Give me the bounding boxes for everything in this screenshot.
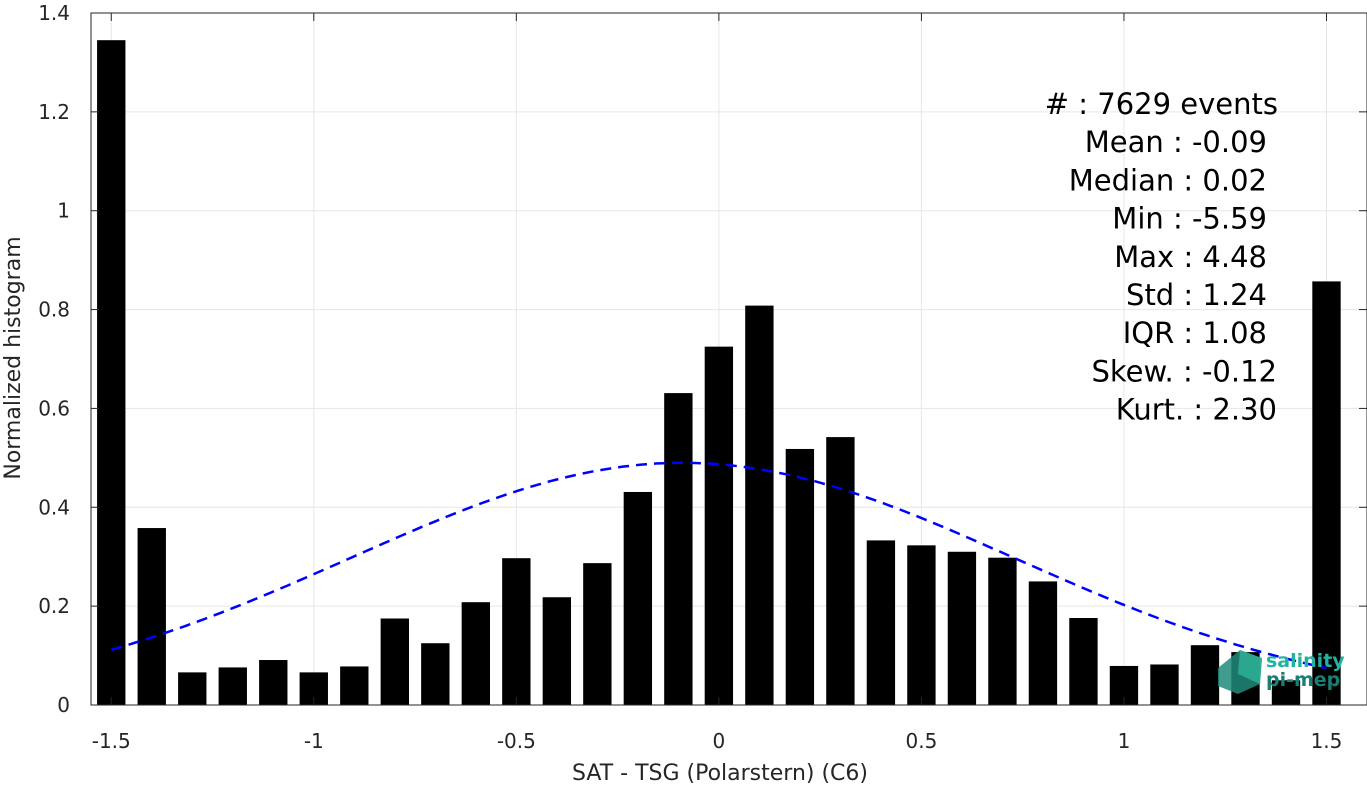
logo-cube-face-icon — [1238, 650, 1262, 684]
histogram-bar — [461, 602, 491, 705]
histogram-bar — [1271, 680, 1301, 705]
grid-lines — [91, 12, 1367, 706]
stat-line: Kurt. : 2.30 — [1116, 393, 1277, 427]
logo-line1: salinity — [1266, 650, 1345, 672]
stat-line: # : 7629 events — [1045, 87, 1278, 121]
axis-ticks — [91, 12, 1367, 706]
histogram-bars — [97, 40, 1341, 705]
histogram-bar — [178, 672, 207, 705]
histogram-bar — [380, 618, 409, 705]
y-tick-label: 0.8 — [38, 298, 70, 322]
histogram-bar — [664, 393, 693, 705]
histogram-bar — [421, 643, 450, 705]
x-tick-label: -1.5 — [92, 729, 131, 753]
x-tick-label: -1 — [304, 729, 324, 753]
y-tick-label: 0.6 — [38, 396, 70, 420]
x-axis-label: SAT - TSG (Polarstern) (C6) — [572, 761, 868, 785]
histogram-bar — [947, 551, 977, 705]
histogram-bar — [137, 528, 166, 705]
histogram-bar — [988, 557, 1017, 705]
y-tick-label: 1 — [57, 199, 70, 223]
histogram-bar — [866, 540, 896, 705]
stat-line: Median : 0.02 — [1069, 163, 1267, 197]
histogram-bar — [502, 558, 531, 705]
histogram-bar — [1150, 664, 1179, 705]
histogram-bar — [623, 491, 653, 705]
y-tick-label: 1.2 — [38, 100, 70, 124]
histogram-bar — [745, 305, 774, 705]
stat-line: Min : -5.59 — [1112, 202, 1267, 236]
y-tick-label: 0.4 — [38, 495, 70, 519]
stat-line: Skew. : -0.12 — [1091, 354, 1277, 388]
y-tick-label: 0.2 — [38, 594, 70, 618]
x-tick-label: 1 — [1118, 729, 1131, 753]
histogram-bar — [542, 597, 572, 705]
y-axis-label: Normalized histogram — [1, 236, 26, 479]
histogram-bar — [583, 563, 612, 705]
histogram-bar — [97, 40, 126, 705]
x-tick-labels: -1.5 -1 -0.5 0 0.5 1 1.5 — [92, 729, 1343, 753]
x-tick-label: 1.5 — [1311, 729, 1343, 753]
histogram-bar — [259, 660, 288, 705]
histogram-bar — [218, 667, 247, 705]
salinity-pimep-logo: salinity pi-mep — [1218, 650, 1345, 694]
stat-line: IQR : 1.08 — [1123, 316, 1267, 350]
histogram-bar — [340, 666, 369, 705]
histogram-bar — [1028, 581, 1058, 705]
y-tick-labels: 0 0.2 0.4 0.6 0.8 1 1.2 1.4 — [38, 1, 70, 717]
statistics-annotation: # : 7629 events Mean : -0.09 Median : 0.02… — [1045, 87, 1278, 427]
logo-line2: pi-mep — [1266, 669, 1340, 691]
y-tick-label: 0 — [57, 693, 70, 717]
plot-frame — [90, 12, 1367, 706]
stat-line: Max : 4.48 — [1114, 240, 1267, 274]
normal-fit-curve — [110, 461, 1327, 670]
histogram-bar — [1069, 618, 1098, 705]
stat-line: Mean : -0.09 — [1085, 125, 1267, 159]
stat-line: Std : 1.24 — [1126, 278, 1267, 312]
x-tick-label: 0.5 — [906, 729, 938, 753]
histogram-bar — [826, 437, 855, 705]
histogram-bar — [704, 346, 734, 705]
x-tick-label: 0 — [713, 729, 726, 753]
x-tick-label: -0.5 — [497, 729, 536, 753]
histogram-bar — [785, 448, 815, 705]
histogram-bar — [1190, 645, 1220, 705]
histogram-bar — [907, 545, 936, 705]
histogram-bar — [1312, 281, 1341, 705]
y-tick-label: 1.4 — [38, 1, 70, 25]
